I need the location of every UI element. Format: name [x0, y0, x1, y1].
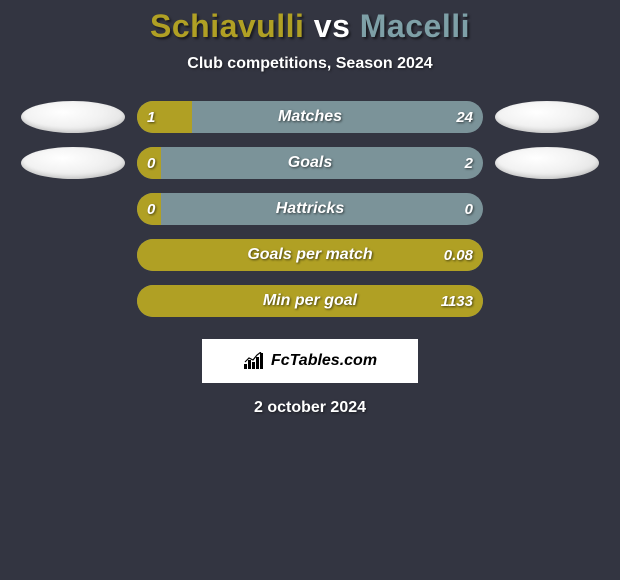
stat-bar: Goals02 — [137, 147, 483, 179]
comparison-row: Hattricks00 — [0, 193, 620, 225]
comparison-row: Min per goal1133 — [0, 285, 620, 317]
brand-text: FcTables.com — [271, 352, 377, 370]
stat-bar: Matches124 — [137, 101, 483, 133]
comparison-rows: Matches124 Goals02 Hattricks00 Goals per ma… — [0, 101, 620, 317]
stat-bar-fg — [137, 239, 483, 271]
stat-bar: Hattricks00 — [137, 193, 483, 225]
comparison-row: Goals per match0.08 — [0, 239, 620, 271]
comparison-row: Goals02 — [0, 147, 620, 179]
player2-badge-oval — [495, 147, 599, 179]
stat-bar-fg — [137, 285, 483, 317]
player2-badge-oval — [495, 101, 599, 133]
oval-spacer — [495, 239, 599, 271]
stat-bar-fg — [137, 101, 192, 133]
page-title: Schiavulli vs Macelli — [150, 8, 470, 45]
stat-bar-fg — [137, 193, 161, 225]
oval-spacer — [21, 193, 125, 225]
player1-badge-oval — [21, 101, 125, 133]
bar-chart-icon — [243, 352, 265, 370]
comparison-infographic: Schiavulli vs Macelli Club competitions,… — [0, 0, 620, 417]
stat-bar-bg — [137, 147, 483, 179]
player1-badge-oval — [21, 147, 125, 179]
brand-badge: FcTables.com — [202, 339, 418, 383]
oval-spacer — [495, 285, 599, 317]
title-vs: vs — [314, 8, 351, 44]
comparison-row: Matches124 — [0, 101, 620, 133]
stat-bar-bg — [137, 193, 483, 225]
title-player1: Schiavulli — [150, 8, 304, 44]
title-player2: Macelli — [360, 8, 470, 44]
subtitle: Club competitions, Season 2024 — [187, 55, 432, 73]
stat-bar: Goals per match0.08 — [137, 239, 483, 271]
oval-spacer — [21, 239, 125, 271]
stat-bar-fg — [137, 147, 161, 179]
oval-spacer — [495, 193, 599, 225]
oval-spacer — [21, 285, 125, 317]
date-text: 2 october 2024 — [254, 399, 366, 417]
stat-bar: Min per goal1133 — [137, 285, 483, 317]
